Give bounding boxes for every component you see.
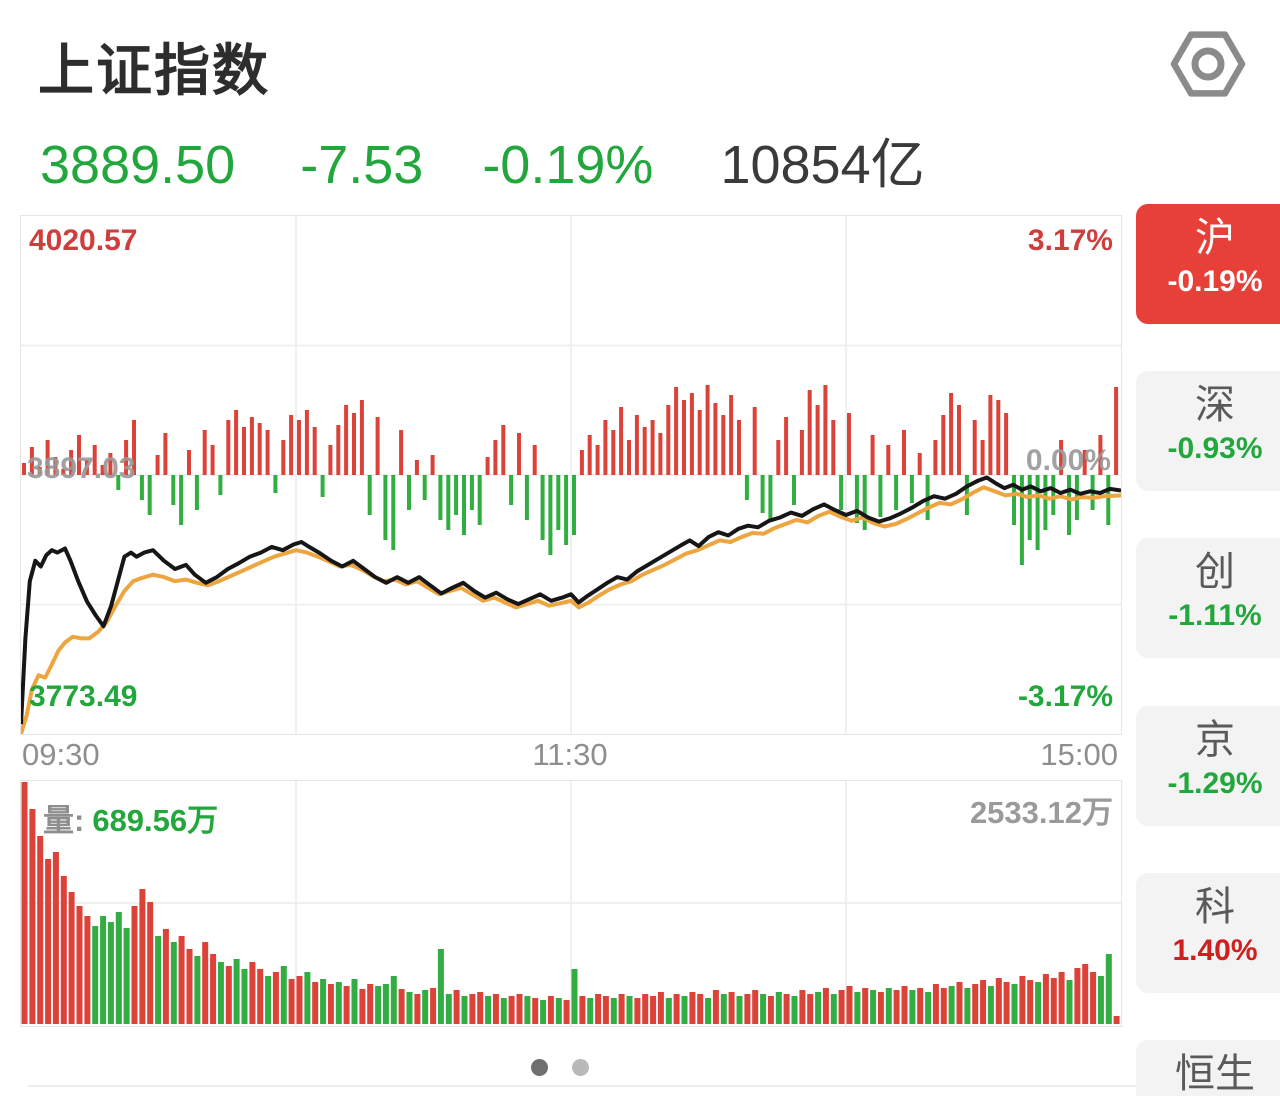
market-label: 科 <box>1195 885 1235 929</box>
market-label: 京 <box>1195 718 1235 762</box>
divider <box>28 1085 1252 1087</box>
market-change-pct: -0.93% <box>1167 432 1263 465</box>
price-chart-pane[interactable]: 4020.57 3.17% 3897.03 0.00% 3773.49 -3.1… <box>20 215 1122 735</box>
page-title: 上证指数 <box>38 39 270 102</box>
index-change-pct: -0.19% <box>482 135 654 195</box>
pager-dot-inactive[interactable] <box>572 1058 589 1076</box>
time-tick-open: 09:30 <box>22 737 100 772</box>
sidebar-item-hangseng[interactable]: 恒生 <box>1136 1040 1280 1096</box>
pager-dot-active[interactable] <box>531 1058 548 1076</box>
index-turnover: 10854亿 <box>720 135 925 195</box>
time-tick-close: 15:00 <box>1040 737 1118 772</box>
sidebar-item-shanghai[interactable]: 沪 -0.19% <box>1136 204 1280 324</box>
index-price: 3889.50 <box>40 135 236 195</box>
sidebar-item-beijing[interactable]: 京 -1.29% <box>1136 706 1280 826</box>
volume-prefix: 量: <box>43 803 85 838</box>
settings-icon[interactable] <box>1170 26 1246 102</box>
volume-chart-svg <box>21 781 1121 1026</box>
volume-max-label: 2533.12万 <box>969 795 1113 830</box>
market-label: 创 <box>1195 550 1235 594</box>
market-label: 恒生 <box>1175 1052 1255 1096</box>
market-change-pct: -1.11% <box>1168 599 1262 632</box>
index-quote-row: 3889.50 -7.53 -0.19% 10854亿 <box>40 120 925 199</box>
time-tick-midday: 11:30 <box>532 737 608 772</box>
market-change-pct: -1.29% <box>1167 767 1263 800</box>
time-axis: 09:30 11:30 15:00 <box>20 735 1120 779</box>
market-change-pct: 1.40% <box>1172 934 1258 967</box>
volume-current-value: 689.56万 <box>92 803 219 838</box>
price-chart-svg <box>21 216 1121 734</box>
page-indicator <box>0 1056 1120 1078</box>
market-label: 沪 <box>1195 216 1235 260</box>
index-change: -7.53 <box>300 135 424 195</box>
market-change-pct: -0.19% <box>1167 265 1263 298</box>
sidebar-item-star[interactable]: 科 1.40% <box>1136 873 1280 993</box>
hexagon-nut-icon <box>1170 31 1246 97</box>
sidebar-item-chinext[interactable]: 创 -1.11% <box>1136 538 1280 658</box>
volume-chart-pane[interactable]: 量: 689.56万 2533.12万 <box>20 780 1122 1027</box>
volume-current-label: 量: 689.56万 <box>43 795 218 840</box>
sidebar-item-shenzhen[interactable]: 深 -0.93% <box>1136 371 1280 491</box>
market-label: 深 <box>1195 383 1235 427</box>
